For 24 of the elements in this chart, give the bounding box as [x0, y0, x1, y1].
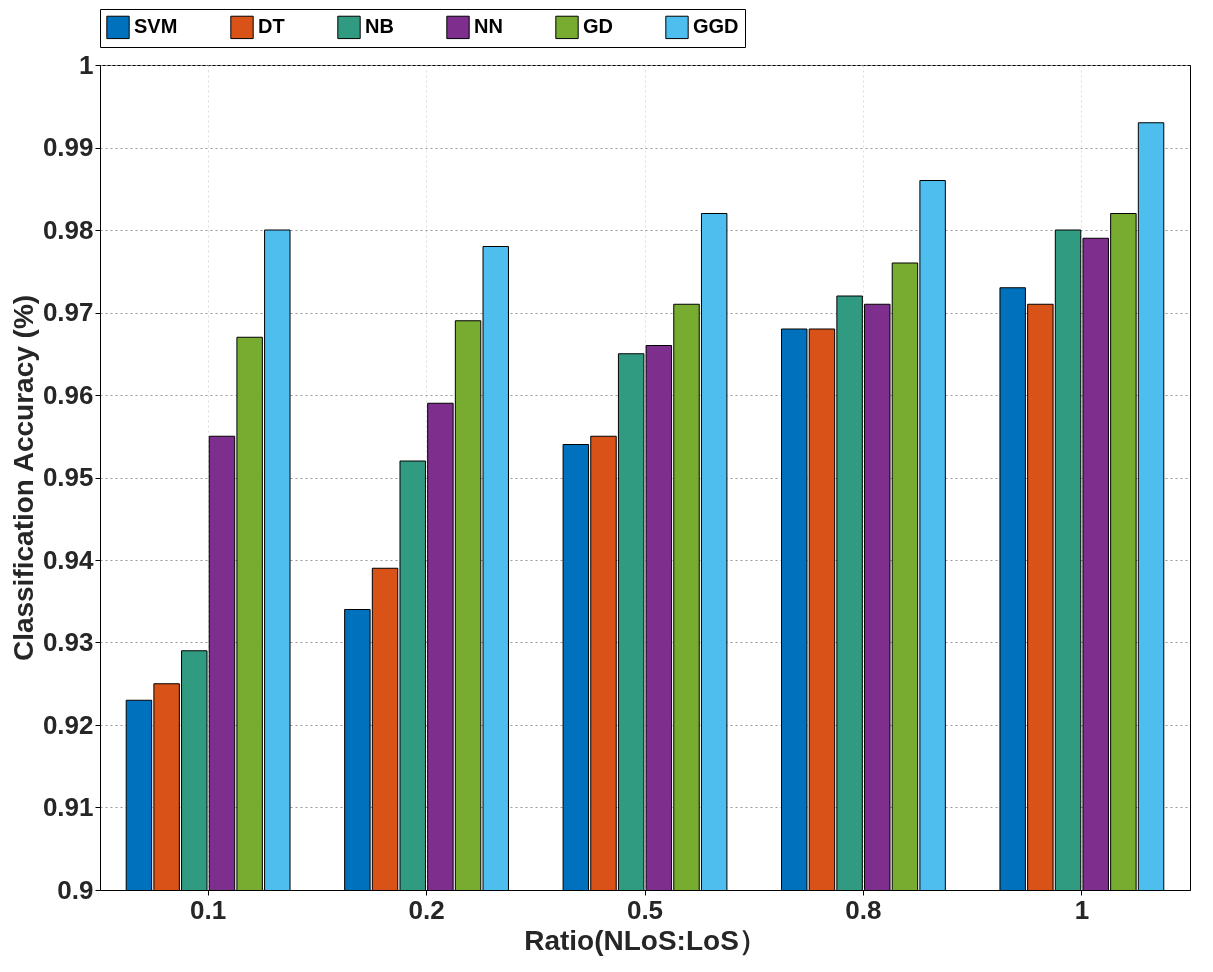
- x-axis-title: Ratio(NLoS:LoS）: [524, 924, 767, 956]
- y-tick-label: 0.99: [42, 132, 94, 162]
- legend-label: DT: [258, 15, 285, 38]
- x-tick-label: 0.2: [408, 894, 445, 925]
- y-tick-label: 1: [79, 49, 94, 80]
- y-tick-label: 0.92: [42, 709, 94, 740]
- legend-label: SVM: [134, 15, 178, 38]
- x-tick-label: 0.5: [626, 894, 664, 925]
- y-axis-title: Classification Accuracy (%): [7, 294, 39, 662]
- y-tick-label: 0.93: [42, 627, 94, 657]
- y-tick-label: 0.98: [42, 214, 94, 245]
- x-tick-label: 1: [1074, 894, 1090, 925]
- legend-label: NB: [365, 15, 394, 38]
- y-tick-label: 0.94: [42, 544, 95, 575]
- y-tick-label: 0.96: [42, 379, 94, 410]
- y-tick-label: 0.91: [42, 792, 94, 822]
- y-tick-label: 0.95: [42, 462, 94, 492]
- legend-label: GGD: [693, 15, 739, 38]
- legend-label: GD: [583, 15, 613, 38]
- x-tick-label: 0.8: [845, 894, 882, 925]
- y-tick-label: 0.9: [57, 874, 94, 905]
- legend-label: NN: [474, 15, 503, 38]
- x-tick-label: 0.1: [190, 894, 227, 925]
- y-tick-label: 0.97: [42, 297, 94, 327]
